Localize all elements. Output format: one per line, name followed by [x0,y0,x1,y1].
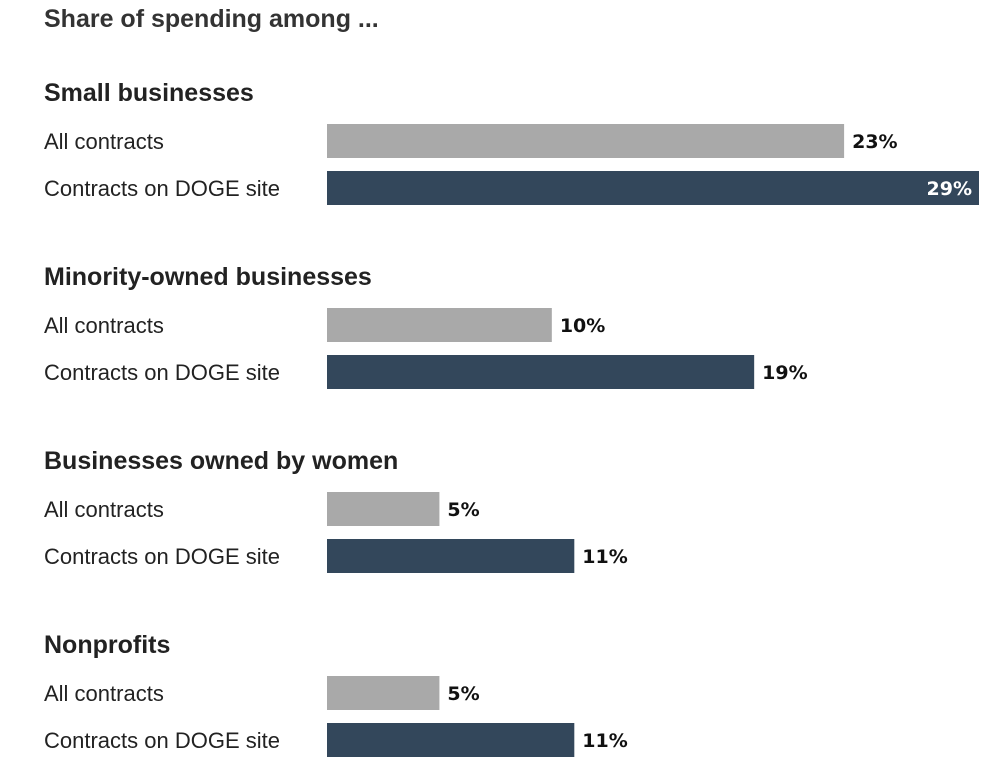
group-0: Small businesses All contracts 23% Contract… [44,79,979,205]
value-label: 23% [852,131,897,153]
bar-doge-contracts [327,171,979,205]
value-label: 11% [582,546,627,568]
value-label: 19% [762,362,807,384]
chart-title: Share of spending among ... [44,5,379,33]
value-label: 29% [927,178,972,200]
bar-all-contracts [327,124,845,158]
bar-groups: Small businesses All contracts 23% Contract… [44,79,979,757]
group-1: Minority-owned businesses All contracts 10… [44,263,808,389]
bar-all-contracts [327,308,552,342]
row-label: Contracts on DOGE site [44,176,280,201]
bar-doge-contracts [327,355,755,389]
row-label: Contracts on DOGE site [44,360,280,385]
group-2: Businesses owned by women All contracts 5%… [44,447,628,573]
value-label: 5% [447,499,479,521]
value-label: 5% [447,683,479,705]
bar-all-contracts [327,492,440,526]
value-label: 10% [560,315,605,337]
row-label: Contracts on DOGE site [44,728,280,753]
bar-all-contracts [327,676,440,710]
group-3: Nonprofits All contracts 5% Contracts on DO… [44,631,628,757]
row-label: All contracts [44,497,164,522]
group-title: Businesses owned by women [44,447,398,475]
group-title: Small businesses [44,79,254,107]
group-title: Minority-owned businesses [44,263,372,291]
group-title: Nonprofits [44,631,170,659]
row-label: All contracts [44,681,164,706]
row-label: Contracts on DOGE site [44,544,280,569]
row-label: All contracts [44,313,164,338]
bar-doge-contracts [327,539,575,573]
bar-doge-contracts [327,723,575,757]
row-label: All contracts [44,129,164,154]
value-label: 11% [582,730,627,752]
